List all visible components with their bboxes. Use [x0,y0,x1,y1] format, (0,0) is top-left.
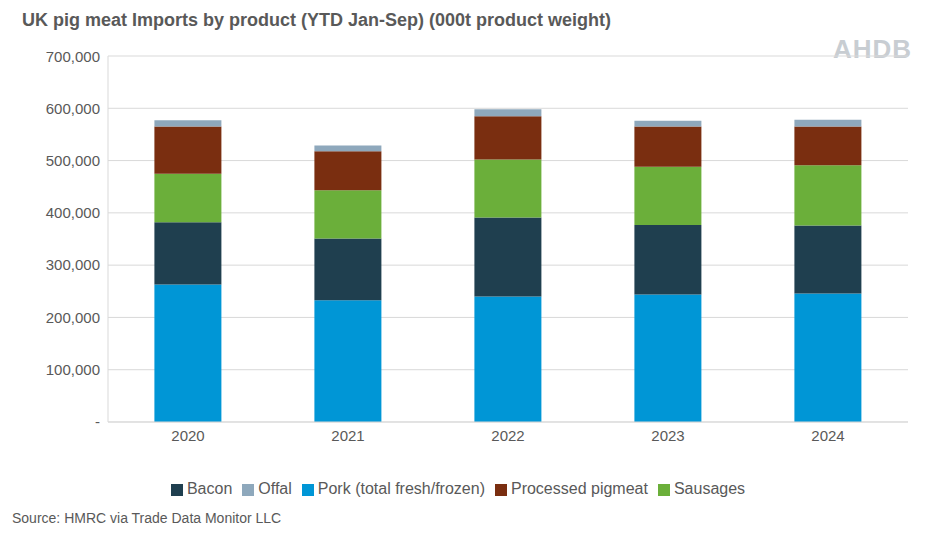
html-text:UK pig meat Imports by product: UK pig meat Imports by product (YTD Jan-… [22,10,611,30]
svg-text:600,000: 600,000 [46,100,100,117]
html-text:Source: HMRC via Trade Data Mo: Source: HMRC via Trade Data Monitor LLC [12,510,282,526]
svg-text:2020: 2020 [171,427,204,444]
svg-text:100,000: 100,000 [46,361,100,378]
html-text:Bacon: Bacon [186,480,233,497]
svg-text:400,000: 400,000 [46,204,100,221]
html-text:Sausages: Sausages [673,480,746,497]
svg-text:300,000: 300,000 [46,256,100,273]
html-text:Processed pigmeat: Processed pigmeat [511,480,648,497]
html-text:AHDB: AHDB [832,34,912,64]
html-text:Offal: Offal [258,480,292,497]
svg-text:2022: 2022 [491,427,524,444]
svg-text:500,000: 500,000 [46,152,100,169]
svg-text:-: - [95,413,100,430]
svg-text:2023: 2023 [651,427,684,444]
svg-text:700,000: 700,000 [46,48,100,65]
svg-text:2024: 2024 [811,427,844,444]
html-text:Pork (total fresh/frozen): Pork (total fresh/frozen) [317,480,485,497]
svg-text:2021: 2021 [331,427,364,444]
svg-text:200,000: 200,000 [46,309,100,326]
